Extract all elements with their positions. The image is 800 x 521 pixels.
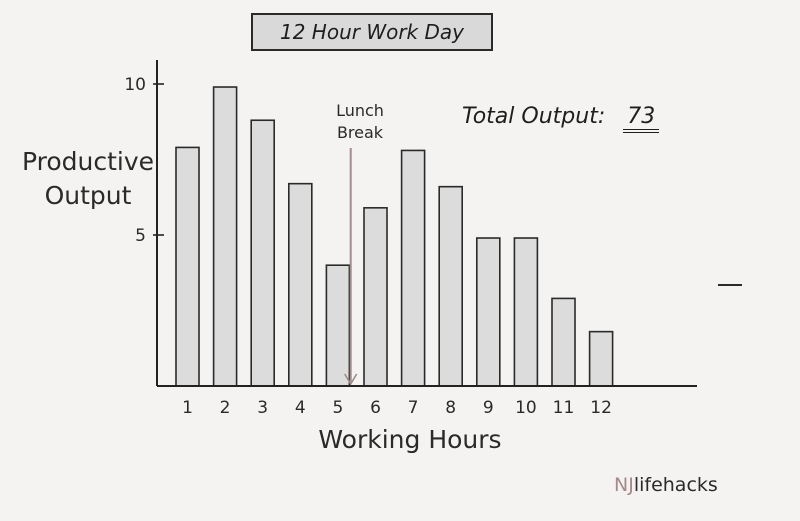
bar <box>363 207 388 387</box>
x-tick-label: 9 <box>483 398 494 418</box>
bar <box>175 146 200 387</box>
total-output-value: 73 <box>623 104 660 133</box>
x-tick-label: 1 <box>182 398 193 418</box>
x-tick-label: 8 <box>445 398 456 418</box>
bar <box>400 149 426 387</box>
chart-title: 12 Hour Work Day <box>251 13 493 51</box>
bar <box>551 297 576 387</box>
bar <box>287 182 313 387</box>
x-tick-label: 4 <box>295 398 306 418</box>
bar <box>250 119 275 387</box>
watermark-nj: NJ <box>614 474 634 496</box>
x-tick-label: 7 <box>408 398 419 418</box>
bar <box>588 330 614 387</box>
total-output-label: Total Output: <box>462 104 606 129</box>
lunch-break-label: Lunch Break <box>336 101 384 142</box>
watermark-logo: NJlifehacks <box>614 474 718 496</box>
y-axis-label: Productive Output <box>21 147 155 210</box>
x-tick-label: 11 <box>553 398 575 418</box>
bar <box>475 237 501 387</box>
lunch-break-arrow <box>344 373 358 386</box>
y-tick-label: 10 <box>124 75 146 95</box>
x-tick-label: 6 <box>370 398 381 418</box>
watermark-rest: lifehacks <box>633 474 718 496</box>
stray-dash <box>718 284 742 286</box>
x-tick-label: 5 <box>332 398 343 418</box>
y-tick-label: 5 <box>135 226 146 246</box>
x-tick-label: 12 <box>590 398 612 418</box>
x-tick-label: 3 <box>257 398 268 418</box>
x-tick-label: 2 <box>220 398 231 418</box>
bar <box>513 237 539 387</box>
x-tick-label: 10 <box>515 398 537 418</box>
bar <box>325 264 351 387</box>
total-output: Total Output: 73 <box>462 104 660 133</box>
x-axis-label: Working Hours <box>318 425 502 454</box>
bar <box>212 86 238 387</box>
bar <box>438 185 464 387</box>
